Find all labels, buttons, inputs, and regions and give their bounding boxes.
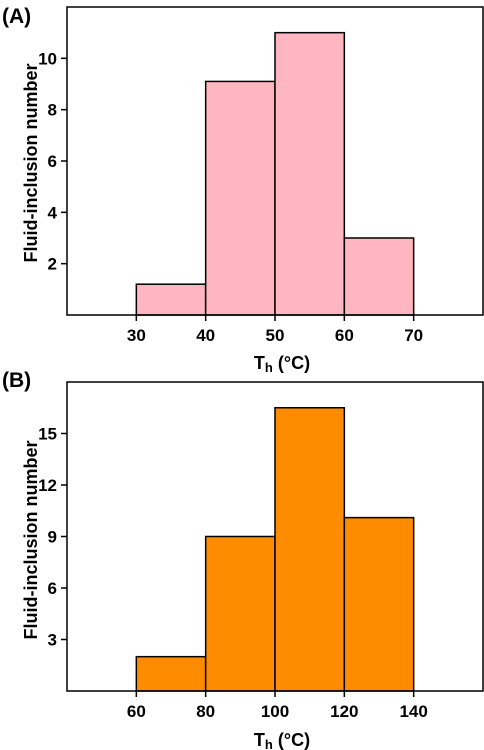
bar-60-70 (343, 237, 415, 316)
y-tick-label: 6 (48, 579, 57, 598)
bar-100-120 (274, 407, 346, 692)
y-tick-label: 9 (48, 528, 57, 547)
x-tick-label: 40 (196, 326, 215, 345)
y-tick-label: 4 (48, 203, 58, 222)
y-tick-label: 15 (38, 425, 57, 444)
panel-b-x-axis-label: Th (°C) (254, 730, 310, 750)
y-tick-label: 12 (38, 476, 57, 495)
panel-a-x-label-main: T (254, 353, 265, 373)
panel-a-y-axis-label: Fluid-inclusion number (21, 64, 41, 263)
panel-a-chart: (A) Fluid-inclusion number Th (°C) 30 40 5… (2, 5, 484, 375)
panel-a-x-label-sub: h (265, 360, 273, 375)
panel-b-x-label-main: T (254, 730, 265, 750)
x-tick-label: 60 (335, 326, 354, 345)
y-tick-label: 2 (48, 255, 57, 274)
x-tick-label: 100 (261, 702, 289, 721)
panel-b-plot-frame (66, 381, 484, 692)
panel-a-y-ticks: 2 4 6 8 10 (38, 49, 67, 274)
x-tick-label: 30 (127, 326, 146, 345)
bar-80-100 (204, 535, 276, 692)
bar-60-80 (135, 655, 207, 692)
panel-b-label: (B) (2, 369, 31, 392)
bar-120-140 (343, 516, 415, 692)
x-tick-label: 50 (266, 326, 285, 345)
panel-b-chart: (B) Fluid-inclusion number Th (°C) 60 80 1… (2, 369, 484, 750)
panel-a-label: (A) (2, 5, 31, 28)
panel-a-bars (135, 31, 415, 316)
bar-50-60 (274, 31, 346, 316)
panel-a-x-axis-label: Th (°C) (254, 353, 310, 375)
panel-b-x-label-sub: h (265, 737, 273, 750)
panel-a-x-ticks: 30 40 50 60 70 (127, 315, 423, 345)
bar-30-40 (135, 283, 207, 316)
panel-a-plot-frame (66, 6, 484, 316)
x-tick-label: 140 (399, 702, 427, 721)
x-tick-label: 70 (404, 326, 423, 345)
y-tick-label: 6 (48, 152, 57, 171)
panel-b-x-label-unit: (°C) (273, 730, 310, 750)
y-tick-label: 8 (48, 101, 57, 120)
panel-b-y-axis-label: Fluid-inclusion number (21, 441, 41, 640)
x-tick-label: 80 (196, 702, 215, 721)
panel-a-x-label-unit: (°C) (273, 353, 310, 373)
y-tick-label: 10 (38, 49, 57, 68)
y-tick-label: 3 (48, 631, 57, 650)
bar-40-50 (204, 80, 276, 316)
x-tick-label: 120 (330, 702, 358, 721)
panel-b-x-ticks: 60 80 100 120 140 (127, 691, 428, 721)
panel-b-y-ticks: 3 6 9 12 15 (38, 425, 67, 650)
panel-b-bars (135, 407, 415, 692)
x-tick-label: 60 (127, 702, 146, 721)
